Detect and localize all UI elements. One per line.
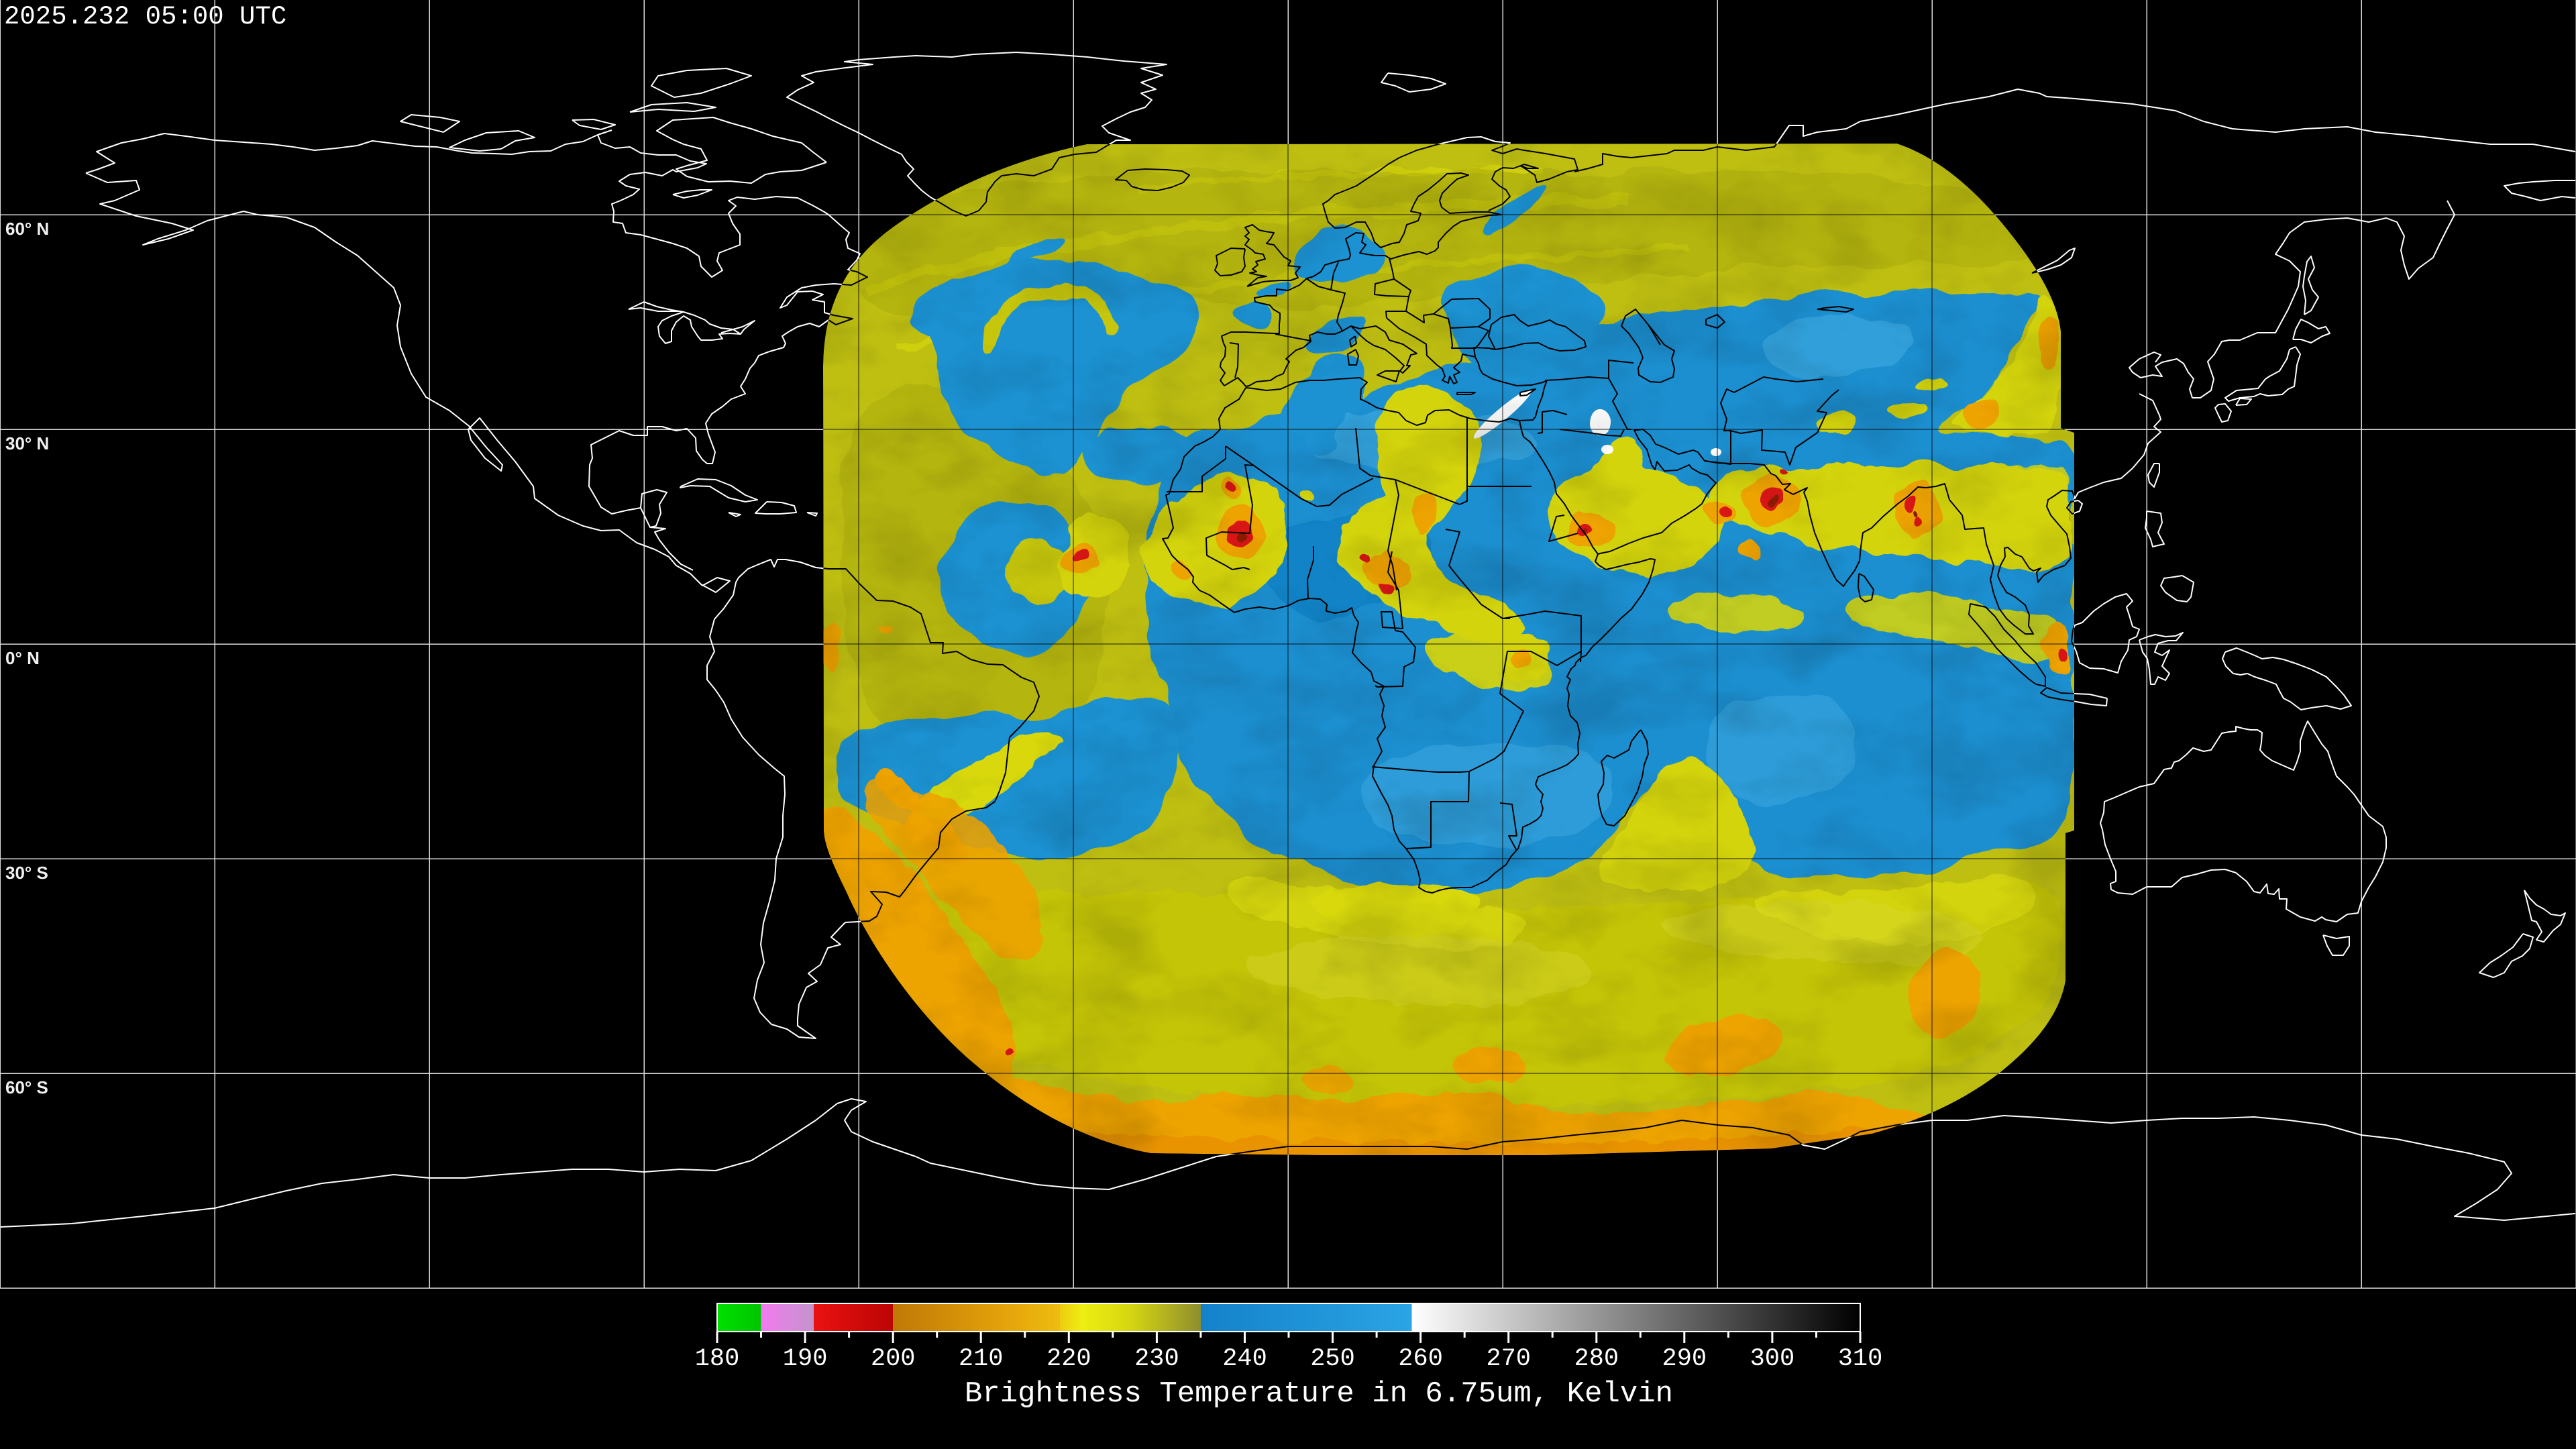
- svg-text:210: 210: [959, 1345, 1004, 1373]
- svg-text:2025.232 05:00 UTC: 2025.232 05:00 UTC: [4, 2, 286, 32]
- svg-text:280: 280: [1574, 1345, 1619, 1373]
- svg-text:270: 270: [1486, 1345, 1531, 1373]
- svg-text:190: 190: [783, 1345, 828, 1373]
- svg-text:180: 180: [695, 1345, 740, 1373]
- svg-text:60° N: 60° N: [5, 219, 49, 239]
- svg-text:290: 290: [1662, 1345, 1707, 1373]
- svg-text:220: 220: [1046, 1345, 1091, 1373]
- svg-text:240: 240: [1222, 1345, 1267, 1373]
- svg-text:300: 300: [1750, 1345, 1795, 1373]
- svg-text:30° S: 30° S: [5, 863, 48, 883]
- svg-text:30° N: 30° N: [5, 433, 49, 453]
- svg-text:260: 260: [1398, 1345, 1443, 1373]
- svg-text:Brightness Temperature in 6.75: Brightness Temperature in 6.75um, Kelvin: [965, 1377, 1673, 1411]
- svg-text:310: 310: [1838, 1345, 1883, 1373]
- svg-text:230: 230: [1134, 1345, 1179, 1373]
- svg-text:60° S: 60° S: [5, 1077, 48, 1097]
- svg-text:200: 200: [871, 1345, 916, 1373]
- svg-text:0° N: 0° N: [5, 648, 40, 668]
- svg-text:250: 250: [1310, 1345, 1355, 1373]
